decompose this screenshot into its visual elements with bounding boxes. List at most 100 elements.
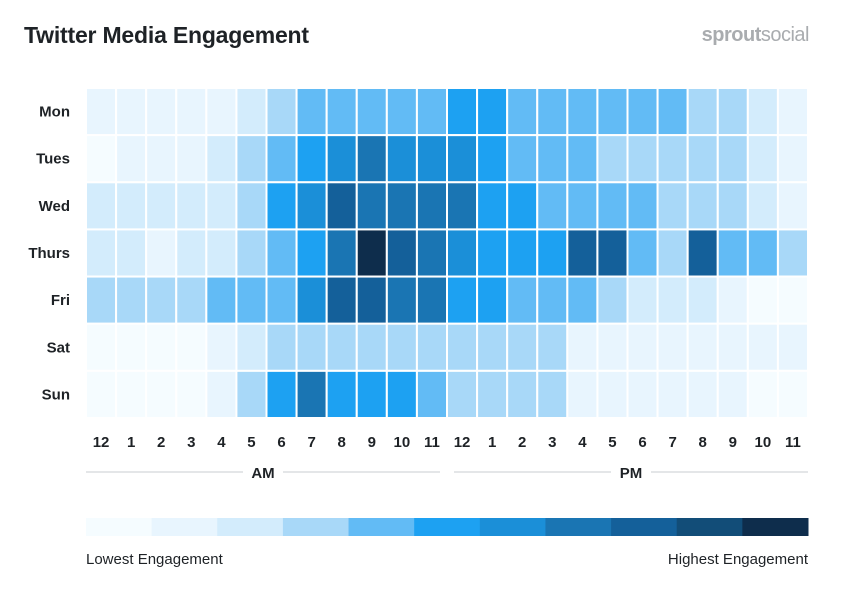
heatmap-cell [265, 322, 298, 372]
row-label-sun: Sun [42, 386, 70, 403]
column-label: 7 [668, 434, 676, 451]
column-label: 10 [394, 434, 411, 451]
heatmap-cell [596, 369, 629, 420]
heatmap-cell [566, 228, 599, 278]
heatmap-cell [476, 275, 509, 325]
heatmap-cell [566, 134, 599, 184]
heatmap-cell [265, 181, 298, 231]
sproutsocial-logo: sproutsocial [702, 24, 810, 47]
heatmap-cell [415, 322, 448, 372]
heatmap-cell [205, 275, 238, 325]
heatmap-cell [115, 181, 148, 231]
heatmap-cell [776, 134, 810, 184]
heatmap-cell [716, 134, 749, 184]
heatmap-cell [536, 181, 569, 231]
heatmap-cell [115, 134, 148, 184]
heatmap-cell [686, 369, 719, 420]
legend-swatch [86, 518, 153, 536]
column-label: 6 [277, 434, 285, 451]
heatmap-cell [566, 181, 599, 231]
heatmap-cell [175, 181, 208, 231]
heatmap-cell [385, 275, 418, 325]
heatmap-cell [686, 181, 719, 231]
heatmap-cell [355, 228, 388, 278]
heatmap-cell [566, 369, 599, 420]
heatmap-cell [566, 275, 599, 325]
heatmap-cell [175, 134, 208, 184]
heatmap-cell [716, 369, 749, 420]
heatmap-cell [415, 181, 448, 231]
heatmap-cell [355, 134, 388, 184]
heatmap-cell [716, 181, 749, 231]
row-label-fri: Fri [51, 292, 70, 309]
heatmap-cell [686, 228, 719, 278]
heatmap-cell [295, 275, 328, 325]
heatmap-cell [265, 134, 298, 184]
legend-swatch [282, 518, 350, 536]
heatmap-cell [626, 134, 659, 184]
heatmap-cell [476, 228, 509, 278]
heatmap-cell [235, 134, 268, 184]
heatmap-cell [536, 87, 569, 137]
heatmap-cell [746, 369, 779, 420]
heatmap-cell [145, 322, 178, 372]
heatmap-cell [115, 228, 148, 278]
logo-light: social [760, 24, 810, 46]
heatmap-cell [265, 275, 298, 325]
heatmap-cell [446, 369, 479, 420]
heatmap-cell [446, 228, 479, 278]
column-label: 1 [127, 434, 135, 451]
column-label: 5 [247, 434, 255, 451]
heatmap-cell [385, 369, 418, 420]
heatmap-cell [355, 369, 388, 420]
heatmap-cell [205, 87, 238, 137]
heatmap-cell [686, 134, 719, 184]
legend-swatch [151, 518, 218, 536]
heatmap-cell [85, 134, 118, 184]
column-label: 2 [157, 434, 165, 451]
heatmap-cell [385, 134, 418, 184]
row-label-sat: Sat [47, 339, 70, 356]
heatmap-cell [656, 181, 689, 231]
column-label: 2 [518, 434, 526, 451]
heatmap-cell [506, 275, 539, 325]
heatmap-cell [415, 369, 448, 420]
chart-title: Twitter Media Engagement [24, 22, 309, 48]
heatmap-cell [536, 322, 569, 372]
heatmap-cell [115, 87, 148, 137]
heatmap-cell [476, 87, 509, 137]
heatmap-cell [746, 322, 779, 372]
column-label: 11 [785, 434, 801, 451]
heatmap-cell [566, 87, 599, 137]
period-label-pm: PM [620, 465, 643, 482]
heatmap-cell [476, 181, 509, 231]
period-label-bg [243, 464, 283, 482]
heatmap-cell [626, 228, 659, 278]
heatmap-cell [656, 275, 689, 325]
heatmap-cell [85, 181, 118, 231]
heatmap-cell [235, 228, 268, 278]
heatmap-cell [295, 87, 328, 137]
heatmap-cell [596, 275, 629, 325]
heatmap-cell [506, 369, 539, 420]
heatmap-cell [746, 87, 779, 137]
heatmap-cell [566, 322, 599, 372]
heatmap-cell [476, 322, 509, 372]
heatmap-cell [776, 181, 810, 231]
column-label: 3 [187, 434, 195, 451]
heatmap-cell [145, 275, 178, 325]
heatmap-cell [325, 322, 358, 372]
heatmap-cell [265, 228, 298, 278]
heatmap-cell [235, 87, 268, 137]
heatmap-cell [716, 275, 749, 325]
heatmap-cell [295, 228, 328, 278]
heatmap-cell [235, 181, 268, 231]
heatmap-cell [776, 322, 810, 372]
heatmap-cell [746, 275, 779, 325]
heatmap-cell [85, 275, 118, 325]
heatmap-cell [385, 228, 418, 278]
column-label: 9 [729, 434, 737, 451]
heatmap-cell [446, 134, 479, 184]
heatmap-cell [656, 369, 689, 420]
heatmap-cell [235, 322, 268, 372]
